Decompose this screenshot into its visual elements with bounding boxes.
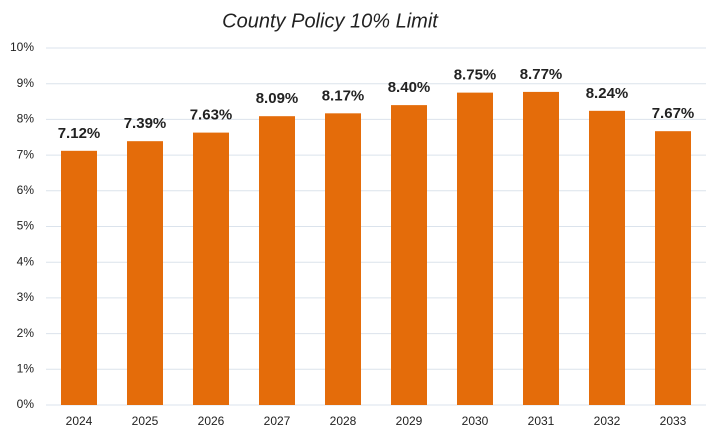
value-label: 7.67% [652, 105, 695, 122]
bar [655, 131, 691, 405]
value-label: 8.75% [454, 67, 497, 84]
y-tick-label: 8% [17, 112, 35, 126]
value-label: 7.12% [58, 125, 101, 142]
value-label: 8.77% [520, 66, 563, 83]
y-tick-label: 4% [17, 254, 35, 268]
chart-title: County Policy 10% Limit [222, 10, 439, 32]
bar [457, 92, 493, 405]
x-tick-label: 2026 [198, 414, 225, 428]
x-tick-label: 2030 [462, 414, 489, 428]
bar [259, 116, 295, 405]
x-tick-label: 2028 [330, 414, 357, 428]
y-tick-label: 3% [17, 290, 35, 304]
x-tick-label: 2033 [660, 414, 687, 428]
y-tick-label: 0% [17, 397, 35, 411]
value-label: 8.09% [256, 90, 299, 107]
y-tick-label: 6% [17, 183, 35, 197]
value-label: 7.63% [190, 107, 233, 124]
y-tick-label: 9% [17, 76, 35, 90]
y-tick-label: 1% [17, 361, 35, 375]
value-label: 8.17% [322, 87, 365, 104]
value-label: 8.40% [388, 79, 431, 96]
value-label: 8.24% [586, 85, 629, 102]
x-tick-label: 2024 [66, 414, 93, 428]
bar [127, 141, 163, 405]
y-tick-label: 10% [10, 40, 34, 54]
bar [391, 105, 427, 406]
bar [523, 91, 559, 405]
y-tick-label: 2% [17, 326, 35, 340]
x-tick-label: 2025 [132, 414, 159, 428]
bar [589, 110, 625, 405]
x-tick-label: 2031 [528, 414, 555, 428]
x-tick-label: 2027 [264, 414, 291, 428]
bar [193, 132, 229, 405]
bar [325, 113, 361, 406]
y-tick-label: 7% [17, 147, 35, 161]
value-label: 7.39% [124, 115, 167, 132]
x-tick-label: 2032 [594, 414, 621, 428]
bar [61, 150, 97, 405]
x-tick-label: 2029 [396, 414, 423, 428]
y-tick-label: 5% [17, 219, 35, 233]
